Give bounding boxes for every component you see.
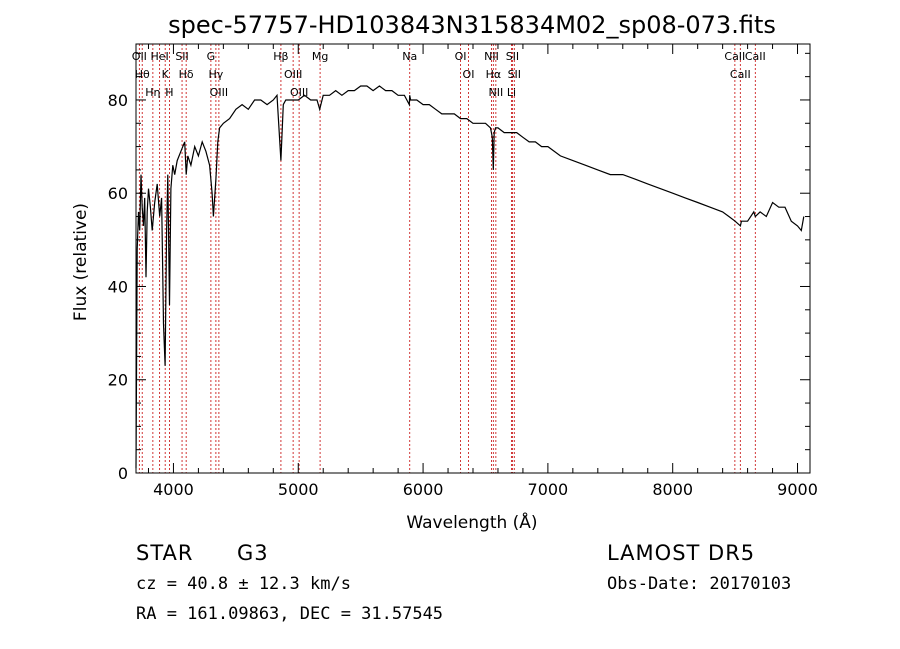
x-axis-label: Wavelength (Å)	[406, 511, 537, 533]
object-class: STAR	[136, 541, 194, 565]
redshift-velocity: cz = 40.8 ± 12.3 km/s	[136, 574, 351, 594]
axes: 4000 5000 6000 7000 8000 9000 0 20 40 60 80	[108, 43, 818, 499]
spectral-line-label: Hγ	[208, 68, 223, 81]
spectral-line-label: NII	[484, 50, 499, 63]
sky-coordinates: RA = 161.09863, DEC = 31.57545	[136, 604, 444, 624]
spectral-line-label: H	[165, 86, 173, 99]
spectral-line-label: CaII	[730, 68, 751, 81]
x-tick-label: 4000	[153, 480, 194, 499]
x-tick-label: 8000	[652, 480, 693, 499]
y-tick-label: 0	[118, 464, 128, 483]
y-tick-label: 60	[108, 184, 128, 203]
survey-name: LAMOST DR5	[607, 541, 756, 565]
spectral-line-label: SII	[506, 50, 519, 63]
object-subclass: G3	[237, 541, 269, 565]
spectral-line-label: CaII	[724, 50, 745, 63]
spectral-line-label: Na	[402, 50, 417, 63]
spectral-line-label: OI	[455, 50, 467, 63]
spectral-line-label: Li	[507, 86, 516, 99]
spectral-line-markers	[138, 44, 756, 473]
spectral-line-label: Hη	[145, 86, 160, 99]
spectrum-series-line	[135, 85, 805, 469]
spectral-line-label: Hβ	[273, 50, 288, 63]
spectral-line-label: OIII	[284, 68, 302, 81]
spectral-line-label: CaII	[745, 50, 766, 63]
spectral-line-label: G	[207, 50, 216, 63]
x-tick-label: 5000	[278, 480, 319, 499]
spectral-line-labels: OII Hθ Hη HeI KH SII Hδ G Hγ OIII Hβ OIII OIII Mg Na OI…	[132, 50, 766, 99]
observation-date: Obs-Date: 20170103	[607, 574, 792, 594]
y-tick-label: 80	[108, 91, 128, 110]
spectral-line-label: SII	[175, 50, 188, 63]
spectral-line-label: SII	[508, 68, 521, 81]
spectral-line-label: OII	[132, 50, 147, 63]
y-tick-label: 20	[108, 371, 128, 390]
spectral-line-label: Hα	[486, 68, 502, 81]
spectral-line-label: Hθ	[135, 68, 150, 81]
spectral-line-label: OIII	[290, 86, 308, 99]
spectral-line-label: Mg	[312, 50, 328, 63]
y-tick-label: 40	[108, 277, 128, 296]
x-tick-label: 6000	[403, 480, 444, 499]
spectral-line-label: Hδ	[179, 68, 194, 81]
spectral-line-label: HeI	[150, 50, 168, 63]
y-axis-label: Flux (relative)	[71, 203, 91, 321]
spectral-line-label: NII	[488, 86, 503, 99]
x-tick-label: 7000	[528, 480, 569, 499]
spectral-line-label: K	[162, 68, 170, 81]
spectral-line-label: OIII	[210, 86, 228, 99]
spectral-line-label: OI	[463, 68, 475, 81]
x-tick-label: 9000	[777, 480, 818, 499]
chart-title: spec-57757-HD103843N315834M02_sp08-073.f…	[168, 11, 776, 39]
